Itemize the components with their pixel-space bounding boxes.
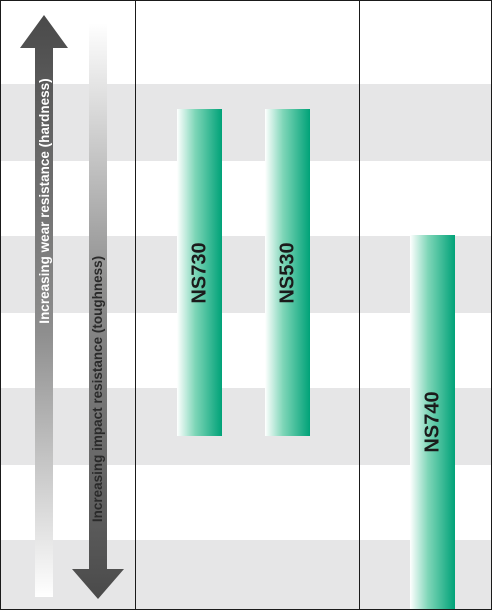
background-band bbox=[1, 84, 491, 161]
column-divider bbox=[359, 1, 360, 609]
grade-label-ns740: NS740 bbox=[421, 391, 443, 453]
grade-bar-ns740: NS740 bbox=[410, 235, 455, 609]
grade-bar-ns730: NS730 bbox=[177, 109, 222, 436]
grade-label-ns730: NS730 bbox=[188, 241, 210, 304]
column-divider bbox=[135, 1, 136, 609]
impact-resistance-label: Increasing impact resistance (toughness) bbox=[90, 255, 105, 523]
wear-resistance-arrow-up-icon bbox=[20, 15, 68, 597]
background-band bbox=[1, 388, 491, 465]
arrows-graphic bbox=[20, 15, 124, 599]
grade-bar-ns530: NS530 bbox=[265, 109, 310, 436]
background-band bbox=[1, 236, 491, 313]
impact-resistance-arrow-down-icon bbox=[72, 23, 124, 599]
wear-resistance-label: Increasing wear resistance (hardness) bbox=[37, 78, 52, 324]
grade-label-ns530: NS530 bbox=[276, 241, 298, 304]
